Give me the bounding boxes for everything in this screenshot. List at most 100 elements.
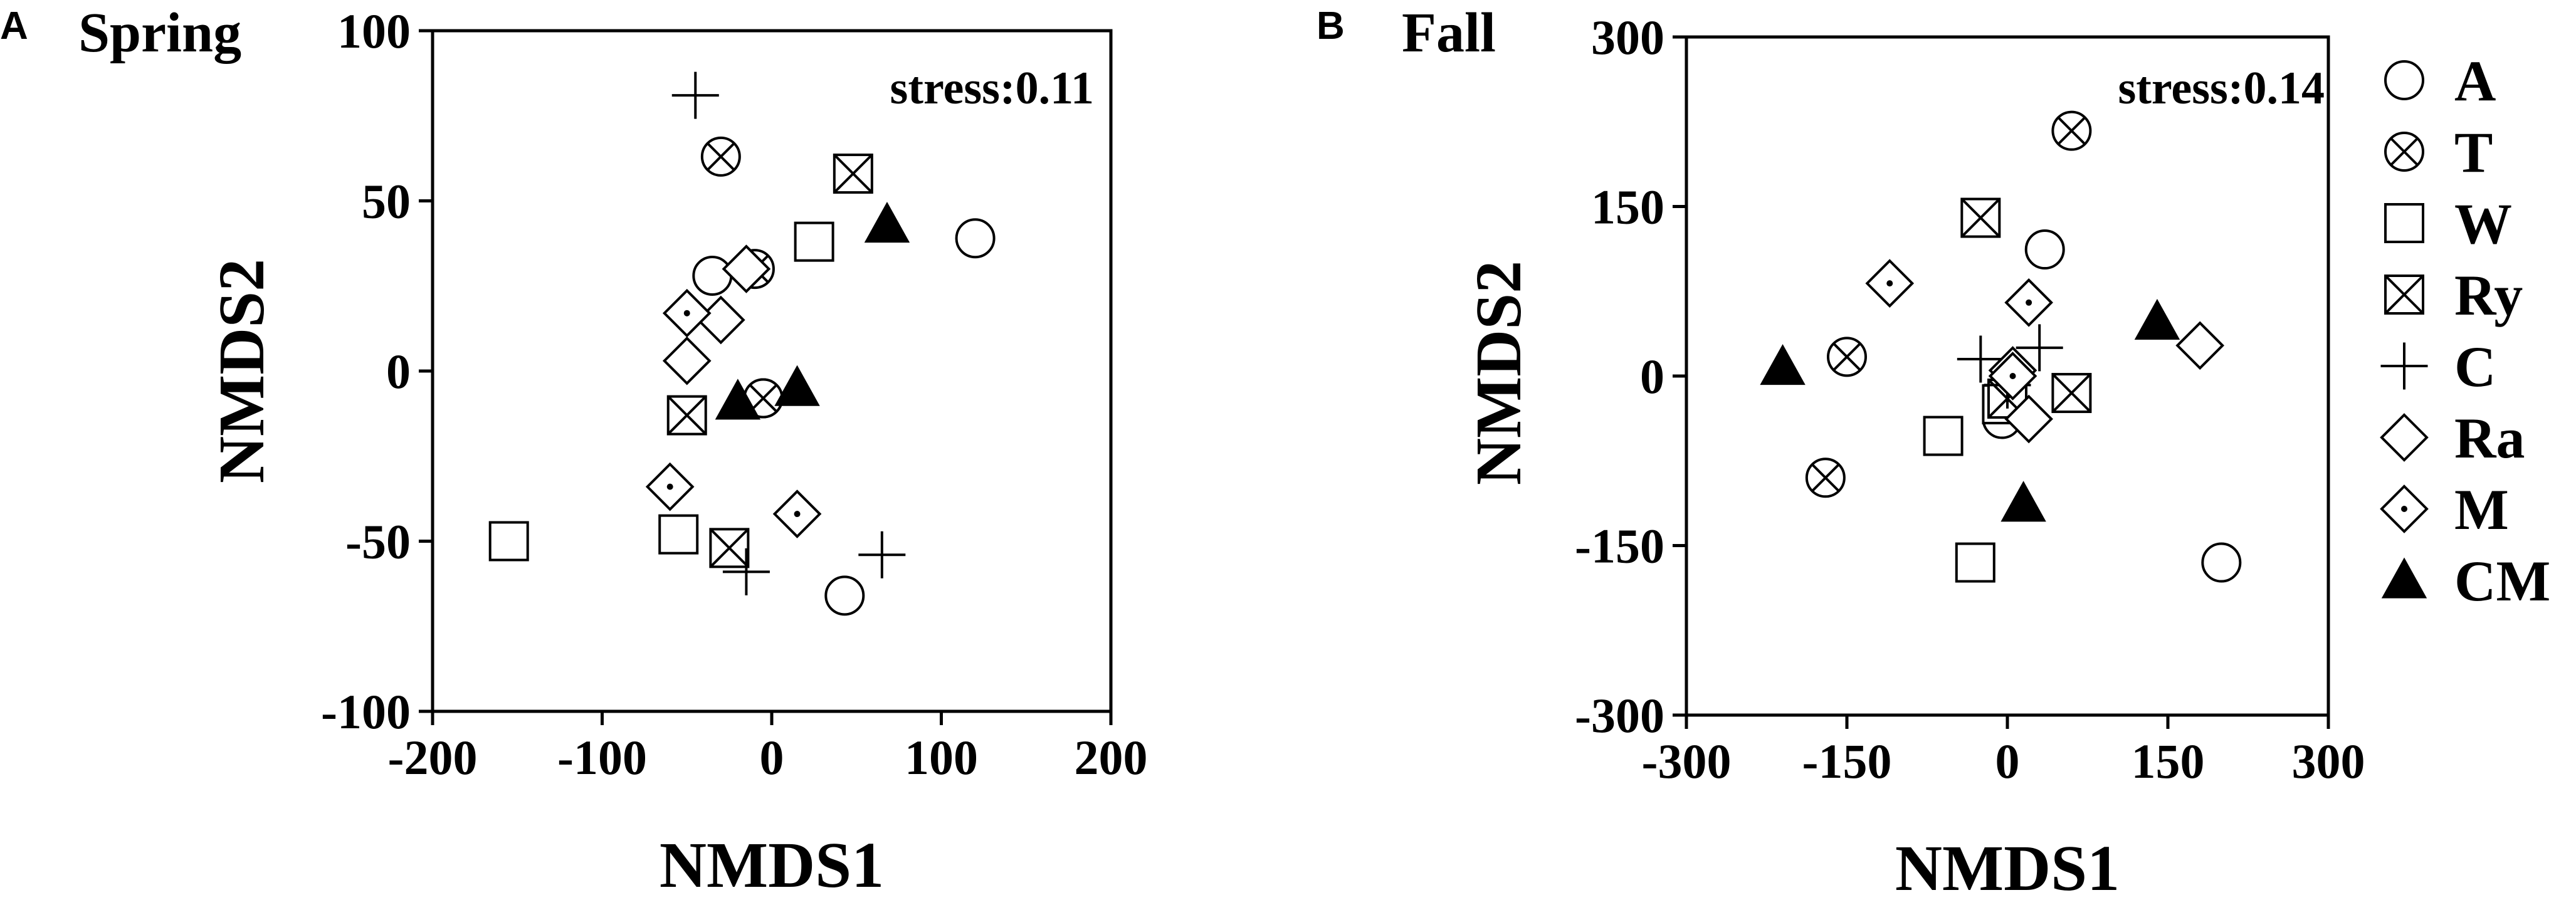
point-cm bbox=[774, 365, 820, 406]
series-cm-spring bbox=[715, 201, 910, 420]
x-tick-label: -100 bbox=[557, 730, 647, 785]
point-ry bbox=[2051, 373, 2092, 414]
legend-label: T bbox=[2454, 120, 2493, 184]
series-ra-spring bbox=[662, 244, 771, 385]
panel-title-spring: Spring bbox=[78, 2, 241, 64]
y-tick-label: 50 bbox=[362, 174, 411, 229]
y-axis-label-spring: NMDS2 bbox=[206, 259, 278, 483]
x-tick-label: 100 bbox=[905, 730, 978, 785]
point-w bbox=[1955, 542, 1995, 583]
panel-label-b: B bbox=[1317, 4, 1345, 48]
legend-label: C bbox=[2454, 335, 2496, 399]
ticks-fall: -300 -150 0 150 300 300 150 0 -150 -300 bbox=[1575, 10, 2365, 788]
y-tick-label: -50 bbox=[345, 515, 411, 569]
legend-label: W bbox=[2454, 192, 2512, 256]
y-tick-label: 300 bbox=[1591, 10, 1664, 65]
stress-annotation-fall: stress:0.14 bbox=[2118, 63, 2325, 114]
y-axis-label-fall: NMDS2 bbox=[1463, 261, 1535, 485]
point-c bbox=[671, 71, 719, 119]
series-ry-spring bbox=[666, 154, 873, 568]
x-tick-label: 0 bbox=[1995, 734, 2020, 788]
point-a bbox=[824, 575, 865, 616]
x-tick-label: -200 bbox=[388, 730, 478, 785]
legend-marker-ra bbox=[2380, 413, 2429, 462]
series-w-spring bbox=[488, 221, 834, 562]
point-c bbox=[2016, 324, 2063, 372]
legend-item-m: M bbox=[2380, 478, 2509, 541]
x-tick-label: 300 bbox=[2292, 734, 2365, 788]
point-ry bbox=[666, 395, 707, 436]
x-tick-label: -300 bbox=[1642, 734, 1732, 788]
point-m bbox=[1988, 352, 2037, 400]
series-m-fall bbox=[1865, 259, 2053, 400]
point-a bbox=[2201, 542, 2242, 583]
series-t-fall bbox=[1805, 110, 2092, 498]
x-axis-label-fall: NMDS1 bbox=[1895, 832, 2120, 904]
point-w bbox=[1923, 416, 1964, 456]
point-t bbox=[700, 136, 741, 177]
point-m bbox=[1865, 259, 1915, 308]
legend-marker-t bbox=[2384, 132, 2424, 172]
point-cm bbox=[715, 379, 761, 420]
point-c bbox=[858, 531, 906, 578]
point-m bbox=[662, 288, 712, 338]
y-tick-label: 0 bbox=[1640, 349, 1664, 404]
point-w bbox=[488, 521, 529, 562]
legend-label: Ry bbox=[2454, 263, 2523, 327]
point-ra bbox=[697, 295, 745, 345]
point-t bbox=[1805, 458, 1846, 498]
point-cm bbox=[1760, 344, 1806, 385]
legend: ATW Ry C Ra M CM bbox=[2380, 49, 2550, 613]
point-m bbox=[772, 489, 822, 538]
point-w bbox=[658, 514, 699, 555]
point-cm bbox=[2000, 481, 2046, 522]
x-tick-label: 200 bbox=[1075, 730, 1148, 785]
point-ra bbox=[2175, 321, 2225, 370]
series-m-spring bbox=[645, 288, 822, 538]
point-m bbox=[645, 462, 695, 511]
legend-item-c: C bbox=[2380, 335, 2496, 399]
y-tick-label: 150 bbox=[1591, 180, 1664, 234]
legend-item-ra: Ra bbox=[2380, 406, 2525, 470]
point-cm bbox=[2134, 298, 2180, 340]
point-c bbox=[722, 548, 770, 595]
point-ra bbox=[662, 336, 712, 385]
point-cm bbox=[864, 201, 910, 243]
point-ra bbox=[722, 244, 771, 293]
panel-fall: B Fall -300 -150 0 150 300 300 150 0 -150 -300 st… bbox=[1317, 2, 2365, 904]
point-ry bbox=[1960, 197, 2001, 238]
legend-label: CM bbox=[2454, 549, 2550, 613]
legend-item-w: W bbox=[2384, 192, 2512, 256]
panel-title-fall: Fall bbox=[1402, 2, 1496, 64]
y-tick-label: -150 bbox=[1575, 519, 1664, 573]
y-tick-label: -300 bbox=[1575, 688, 1664, 743]
x-tick-label: -150 bbox=[1802, 734, 1892, 788]
y-tick-label: -100 bbox=[321, 684, 411, 739]
legend-marker-m bbox=[2380, 484, 2429, 533]
point-ry bbox=[833, 154, 873, 194]
legend-item-cm: CM bbox=[2381, 549, 2550, 613]
point-a bbox=[955, 218, 996, 259]
data-points-spring bbox=[488, 71, 996, 616]
legend-marker-a bbox=[2384, 60, 2424, 100]
series-cm-fall bbox=[1760, 298, 2180, 522]
point-t bbox=[2051, 110, 2092, 151]
plot-frame-spring bbox=[431, 29, 1113, 713]
point-w bbox=[794, 221, 834, 262]
point-t bbox=[1827, 337, 1867, 377]
panel-label-a: A bbox=[0, 4, 28, 48]
legend-label: Ra bbox=[2454, 406, 2525, 470]
y-tick-label: 0 bbox=[386, 344, 411, 399]
y-tick-label: 100 bbox=[337, 4, 411, 58]
legend-item-a: A bbox=[2384, 49, 2496, 113]
legend-marker-c bbox=[2380, 342, 2428, 390]
legend-marker-cm bbox=[2381, 557, 2427, 599]
legend-marker-ry bbox=[2384, 275, 2424, 315]
point-c bbox=[1957, 335, 2004, 383]
stress-annotation-spring: stress:0.11 bbox=[890, 63, 1094, 114]
series-c-spring bbox=[671, 71, 906, 595]
data-points-fall bbox=[1760, 110, 2242, 583]
